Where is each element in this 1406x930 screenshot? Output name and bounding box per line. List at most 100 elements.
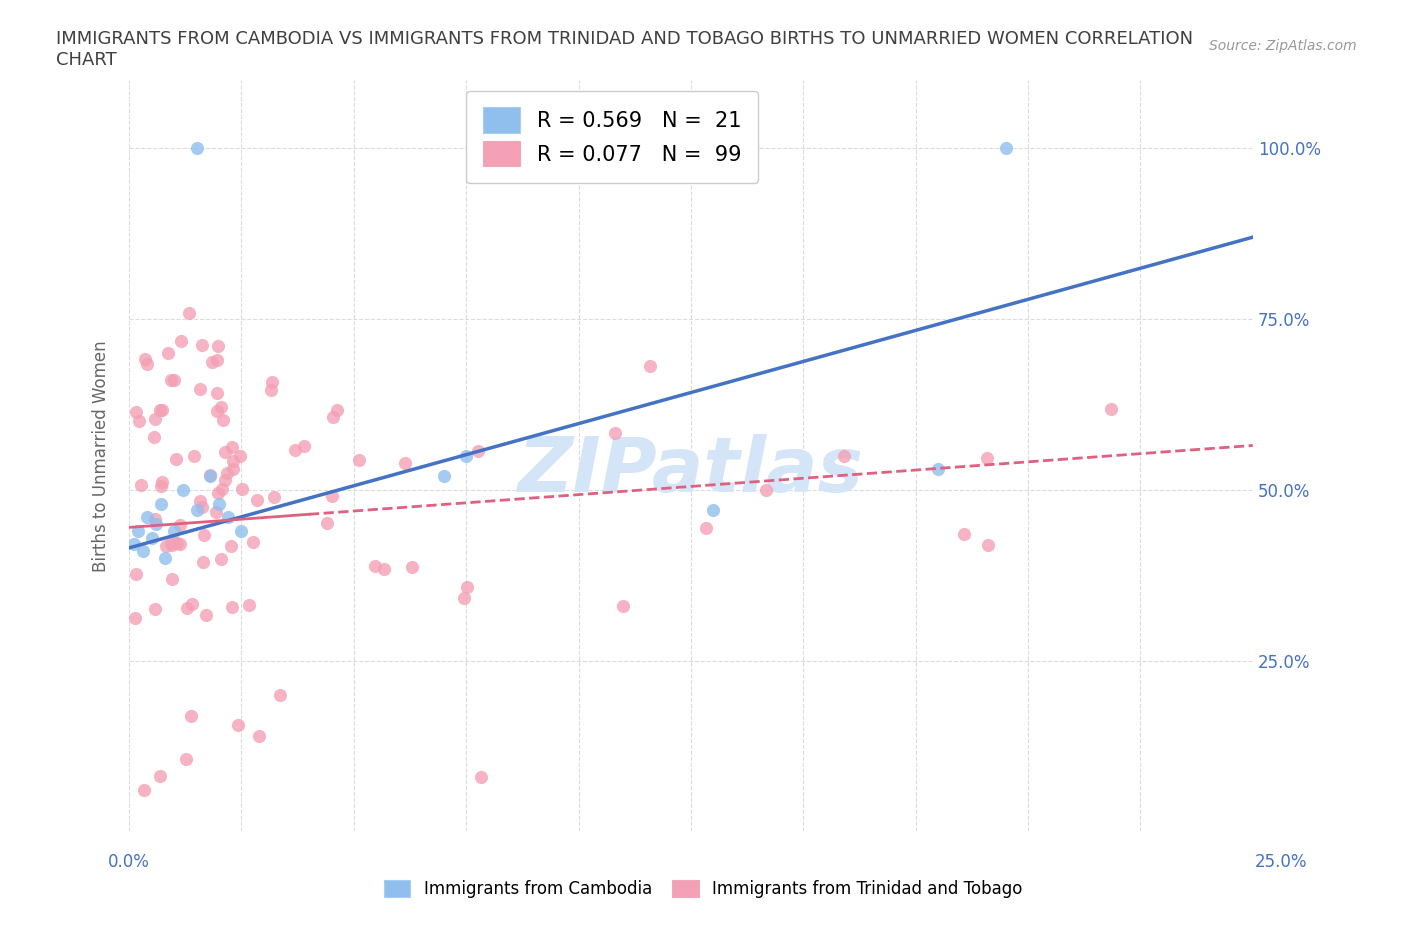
Point: [152, 403, 174, 418]
Point: [160, 372, 183, 387]
Point: [191, 338, 214, 352]
Point: [612, 598, 634, 613]
Point: [128, 413, 150, 428]
Point: [188, 382, 211, 397]
Point: [217, 466, 239, 481]
Point: [238, 597, 260, 612]
Point: [640, 359, 662, 374]
Point: [927, 462, 949, 477]
Point: [1099, 402, 1122, 417]
Point: [135, 356, 157, 371]
Point: [755, 483, 778, 498]
Point: [247, 728, 270, 743]
Legend: Immigrants from Cambodia, Immigrants from Trinidad and Tobago: Immigrants from Cambodia, Immigrants fro…: [377, 873, 1029, 905]
Point: [401, 560, 423, 575]
Point: [149, 496, 172, 511]
Point: [262, 374, 284, 389]
Point: [207, 339, 229, 353]
Point: [269, 687, 291, 702]
Point: [205, 404, 228, 418]
Point: [166, 536, 188, 551]
Point: [174, 751, 197, 766]
Point: [695, 521, 717, 536]
Point: [149, 769, 172, 784]
Point: [394, 456, 416, 471]
Point: [191, 554, 214, 569]
Point: [165, 536, 187, 551]
Point: [364, 558, 387, 573]
Point: [162, 538, 184, 552]
Point: [165, 452, 187, 467]
Point: [180, 709, 202, 724]
Point: [467, 444, 489, 458]
Point: [373, 562, 395, 577]
Text: 0.0%: 0.0%: [108, 853, 150, 870]
Point: [242, 535, 264, 550]
Point: [217, 510, 239, 525]
Point: [231, 482, 253, 497]
Point: [145, 512, 167, 526]
Point: [155, 538, 177, 553]
Point: [122, 537, 145, 551]
Point: [229, 448, 252, 463]
Point: [211, 482, 233, 497]
Point: [145, 602, 167, 617]
Point: [186, 141, 208, 156]
Point: [193, 527, 215, 542]
Point: [163, 524, 186, 538]
Point: [952, 526, 974, 541]
Point: [163, 372, 186, 387]
Text: 25.0%: 25.0%: [1256, 853, 1308, 870]
Point: [143, 411, 166, 426]
Point: [125, 405, 148, 419]
Point: [198, 469, 221, 484]
Point: [132, 783, 155, 798]
Point: [180, 597, 202, 612]
Point: [214, 445, 236, 459]
Point: [605, 426, 627, 441]
Point: [222, 461, 245, 476]
Text: IMMIGRANTS FROM CAMBODIA VS IMMIGRANTS FROM TRINIDAD AND TOBAGO BIRTHS TO UNMARR: IMMIGRANTS FROM CAMBODIA VS IMMIGRANTS F…: [56, 30, 1194, 47]
Point: [207, 485, 229, 500]
Point: [263, 489, 285, 504]
Point: [136, 510, 159, 525]
Point: [456, 579, 478, 594]
Point: [207, 353, 229, 368]
Point: [191, 499, 214, 514]
Point: [201, 354, 224, 369]
Point: [260, 382, 283, 397]
Point: [284, 442, 307, 457]
Point: [219, 538, 242, 553]
Point: [470, 769, 492, 784]
Point: [316, 516, 339, 531]
Point: [212, 412, 235, 427]
Point: [834, 448, 856, 463]
Point: [326, 403, 349, 418]
Point: [145, 516, 167, 531]
Point: [246, 493, 269, 508]
Point: [207, 385, 229, 400]
Point: [124, 610, 146, 625]
Point: [221, 600, 243, 615]
Point: [208, 496, 231, 511]
Point: [209, 551, 232, 566]
Point: [134, 352, 156, 366]
Point: [231, 524, 253, 538]
Point: [453, 591, 475, 605]
Point: [994, 141, 1017, 156]
Point: [176, 601, 198, 616]
Point: [169, 537, 191, 551]
Point: [172, 483, 194, 498]
Point: [976, 450, 998, 465]
Point: [433, 469, 456, 484]
Point: [456, 448, 478, 463]
Point: [186, 503, 208, 518]
Point: [188, 494, 211, 509]
Point: [149, 478, 172, 493]
Point: [976, 538, 998, 552]
Point: [127, 524, 149, 538]
Point: [322, 410, 344, 425]
Point: [170, 333, 193, 348]
Point: [153, 551, 176, 565]
Point: [179, 306, 201, 321]
